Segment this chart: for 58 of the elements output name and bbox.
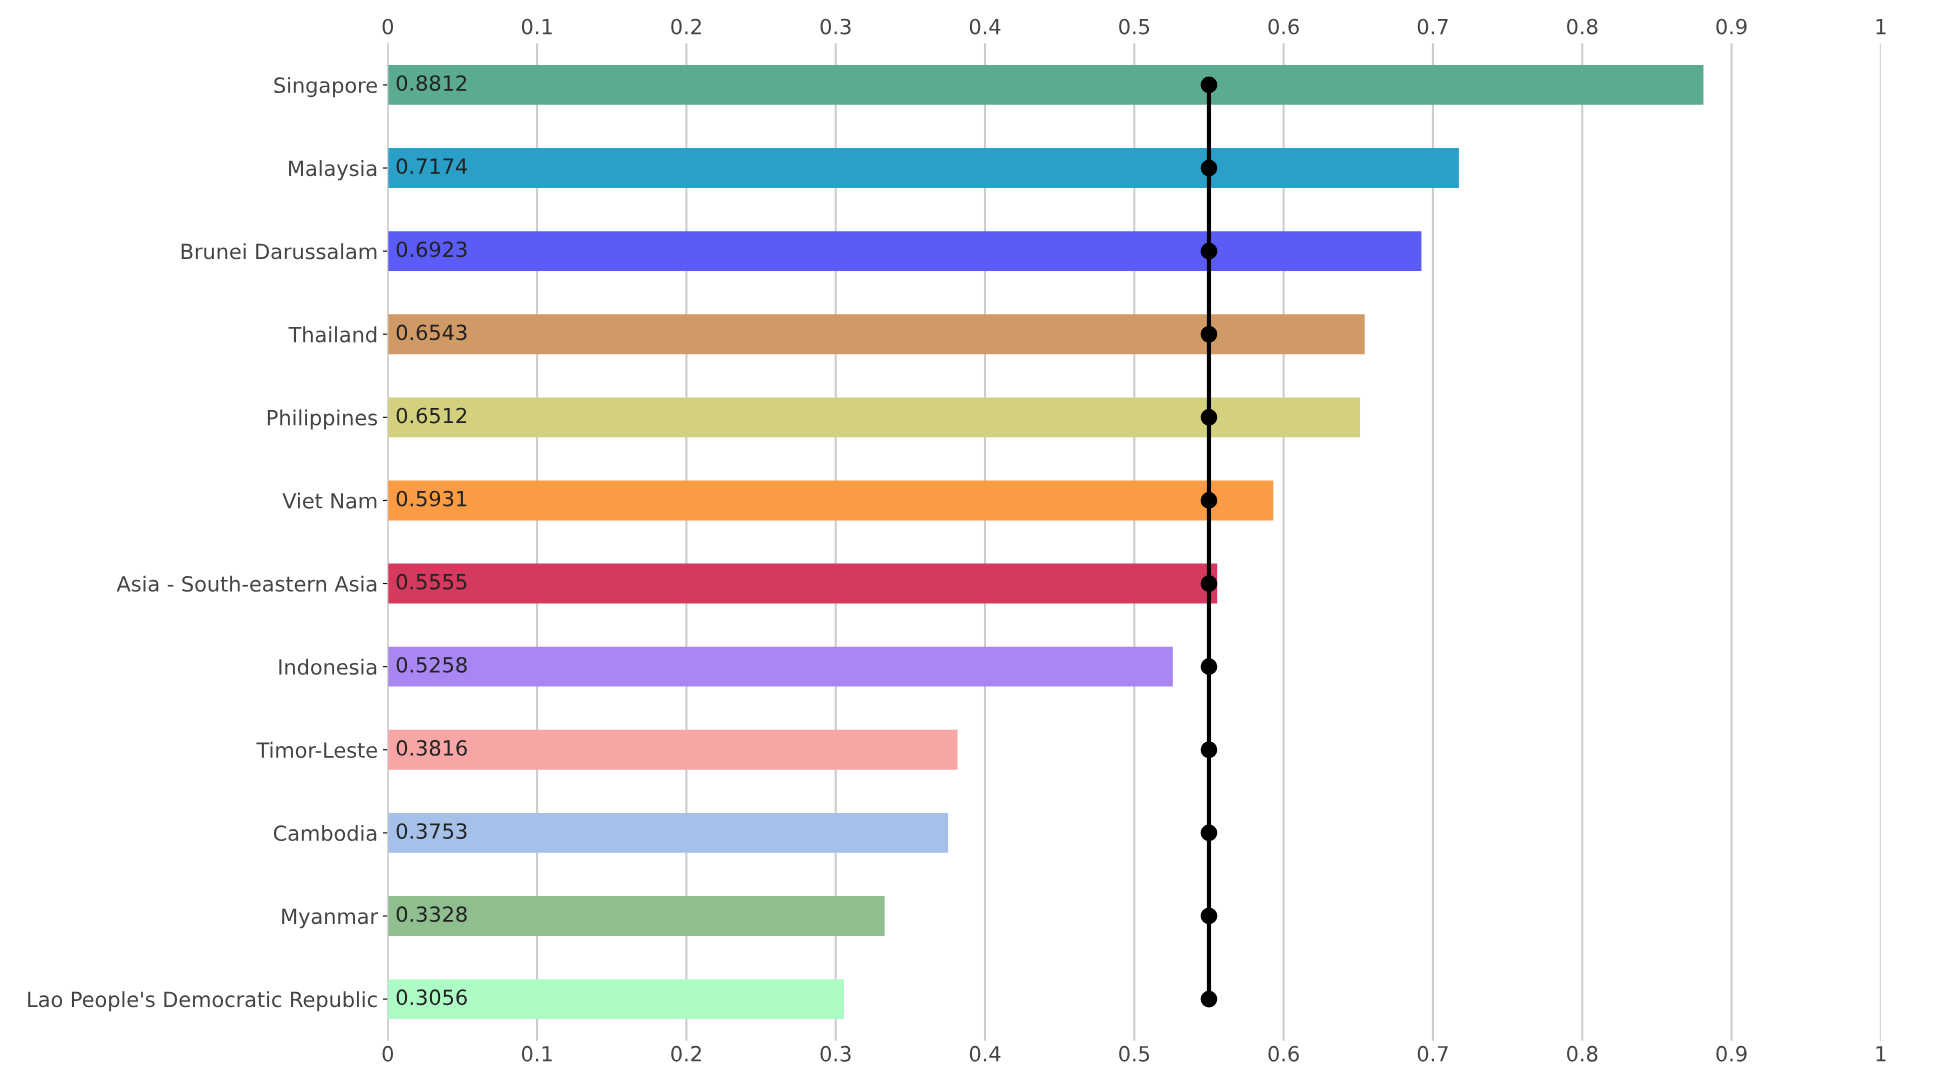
y-tick-label: Indonesia [279, 658, 377, 675]
data-label: 0.6512 [396, 407, 467, 424]
data-label: 0.7174 [396, 158, 467, 175]
data-label: 0.5931 [396, 490, 467, 507]
x2-tick-label: 0.6 [1268, 18, 1299, 35]
x-tick-label: 0.5 [1119, 1045, 1150, 1062]
y-tick-label: Lao People's Democratic Republic [28, 991, 377, 1012]
bar [387, 397, 1361, 438]
x-tick-label: 0.8 [1567, 1045, 1598, 1062]
bar [387, 314, 1365, 355]
bar [387, 563, 1218, 604]
x2-tick-label: 0.1 [521, 18, 552, 35]
data-label: 0.3753 [396, 823, 467, 839]
y-tick-label: Thailand [288, 326, 377, 343]
data-label: 0.6543 [396, 324, 467, 341]
x2-tick-label: 1 [1876, 18, 1886, 35]
x-tick-label: 0.6 [1268, 1045, 1299, 1062]
bar [387, 812, 949, 853]
y-tick-label: Malaysia [289, 160, 377, 181]
x2-tick-label: 0.8 [1567, 18, 1598, 35]
bar [387, 646, 1173, 687]
data-label: 0.6923 [396, 241, 467, 258]
y-tick-label: Myanmar [282, 908, 379, 929]
y-tick-label: Timor-Leste [256, 741, 377, 758]
x-tick-label: 0.2 [671, 1045, 701, 1062]
x2-tick-label: 0.2 [671, 18, 701, 35]
y-tick-label: Asia - South-eastern Asia [116, 575, 377, 592]
x-tick-label: 1 [1876, 1046, 1886, 1062]
x2-tick-label: 0.4 [969, 18, 1001, 35]
y-tick-label: Philippines [267, 409, 378, 430]
x2-tick-label: 0.5 [1119, 18, 1150, 35]
x-tick-label: 0.9 [1716, 1045, 1747, 1062]
x-tick-label: 0.7 [1417, 1045, 1448, 1062]
y-tick-label: Brunei Darussalam [181, 243, 377, 260]
y-tick-label: Singapore [274, 77, 377, 98]
data-label: 0.3056 [396, 989, 467, 1006]
bar [387, 729, 958, 770]
x2-tick-label: 0.9 [1716, 18, 1747, 35]
y-tick-label: Cambodia [273, 824, 377, 842]
data-label: 0.5555 [396, 573, 467, 590]
x-tick-label: 0.3 [820, 1045, 851, 1062]
y-tick-label: Viet Nam [282, 492, 377, 509]
bar [387, 64, 1704, 105]
data-label: 0.5258 [396, 656, 467, 673]
x2-tick-label: 0.7 [1417, 18, 1448, 35]
x-tick-label: 0 [382, 1045, 394, 1062]
bar [387, 480, 1274, 521]
bar [387, 231, 1422, 272]
x2-tick-label: 0 [382, 18, 394, 35]
x-tick-label: 0.1 [521, 1045, 552, 1062]
x-tick-label: 0.4 [969, 1045, 1001, 1062]
bar [387, 896, 885, 936]
data-label: 0.8812 [396, 75, 467, 91]
bar [387, 979, 845, 1020]
data-label: 0.3328 [396, 906, 467, 923]
x2-tick-label: 0.3 [820, 18, 851, 35]
data-label: 0.3816 [396, 740, 467, 756]
bar [387, 148, 1459, 188]
